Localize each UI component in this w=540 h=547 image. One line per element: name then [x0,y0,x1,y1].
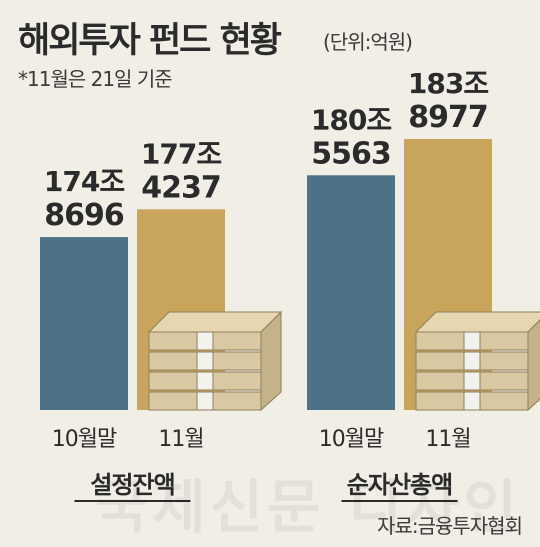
data-label: 5563 [311,136,391,171]
money-bundle-top [147,311,283,333]
money-bundle-side [260,310,282,412]
money-band [196,371,214,391]
data-label: 177조 [141,137,221,170]
source-label: 자료:금융투자협회 [377,514,523,538]
group-label: 순자산총액 [347,471,452,499]
data-label: 8977 [408,100,488,135]
money-band [196,351,214,371]
category-label: 11월 [425,427,470,452]
money-stack-icon [414,311,540,412]
data-label: 180조 [311,103,391,136]
data-label: 8696 [44,198,124,233]
category-label: 10월말 [52,427,117,452]
bar [307,175,395,410]
footnote: *11월은 21일 기준 [18,67,173,91]
money-stack-icon [147,310,283,412]
data-label: 174조 [44,165,124,198]
unit-label: (단위:억원) [323,30,413,54]
money-bundle-side [527,319,540,412]
money-band [196,331,214,351]
data-label: 183조 [408,67,488,100]
money-band [463,331,481,351]
money-band [463,391,481,411]
money-band [463,371,481,391]
money-band [196,391,214,411]
watermark: 국제신문 디자인 [95,473,521,541]
category-label: 10월말 [319,427,384,452]
data-label: 4237 [141,170,221,205]
money-band [463,351,481,371]
bar [40,237,128,410]
money-bundle-top [414,311,540,333]
group-label: 설정잔액 [90,471,174,499]
chart-title: 해외투자 펀드 현황 [18,21,282,61]
category-label: 11월 [158,427,203,452]
